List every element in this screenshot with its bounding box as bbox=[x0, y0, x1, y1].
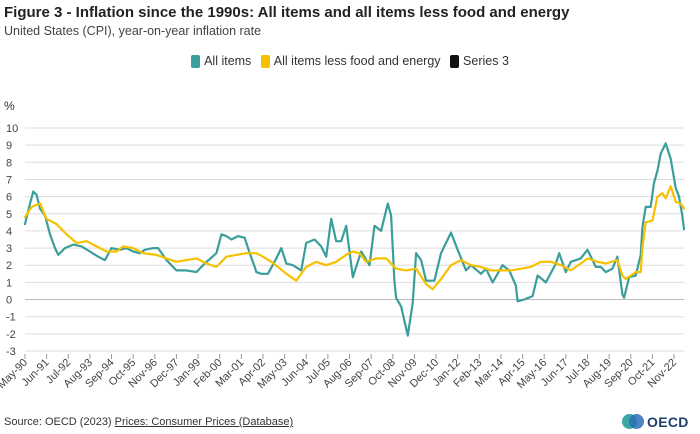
y-axis-unit-label: % bbox=[4, 99, 15, 113]
y-tick-label: 9 bbox=[6, 140, 12, 152]
y-tick-label: 2 bbox=[6, 260, 12, 272]
chart-legend: All items All items less food and energy… bbox=[0, 54, 700, 71]
legend-item-all-items[interactable]: All items bbox=[191, 54, 251, 68]
y-tick-label: 10 bbox=[6, 123, 18, 135]
legend-swatch-series-3 bbox=[450, 54, 460, 68]
series-line-all-items-less-food-and-energy[interactable] bbox=[23, 185, 686, 291]
y-tick-label: 5 bbox=[6, 209, 12, 221]
legend-item-series-3[interactable]: Series 3 bbox=[450, 54, 509, 68]
legend-item-core[interactable]: All items less food and energy bbox=[260, 54, 441, 68]
legend-label-all-items: All items bbox=[204, 54, 252, 68]
y-axis: -3 -2 -1 0 1 2 3 4 5 6 7 8 9 10 bbox=[6, 123, 18, 358]
y-tick-label: 3 bbox=[6, 243, 12, 255]
series-lines bbox=[23, 142, 686, 337]
legend-label-core: All items less food and energy bbox=[273, 54, 441, 68]
y-tick-label: 0 bbox=[6, 295, 12, 307]
source-link[interactable]: Prices: Consumer Prices (Database) bbox=[114, 416, 294, 428]
y-tick-label: -2 bbox=[6, 329, 16, 341]
y-tick-label: 4 bbox=[6, 226, 12, 238]
series-line-all-items[interactable] bbox=[23, 142, 686, 337]
x-axis: May-90Jun-91Jul-92Aug-93Sep-94Oct-95Nov-… bbox=[0, 354, 679, 391]
legend-label-series-3: Series 3 bbox=[463, 54, 509, 68]
y-tick-label: 6 bbox=[6, 192, 12, 204]
oecd-logo: OECD bbox=[622, 412, 689, 432]
legend-swatch-all-items bbox=[191, 54, 201, 68]
logo-text: OECD bbox=[647, 414, 689, 430]
source-prefix: Source: OECD (2023) bbox=[4, 416, 115, 428]
y-tick-label: 8 bbox=[6, 157, 12, 169]
source-note: Source: OECD (2023) Prices: Consumer Pri… bbox=[4, 416, 293, 428]
legend-swatch-core bbox=[260, 54, 270, 68]
chart-subtitle: United States (CPI), year-on-year inflat… bbox=[4, 24, 262, 38]
y-tick-label: -1 bbox=[6, 312, 16, 324]
y-tick-label: -3 bbox=[6, 346, 16, 358]
chart-title: Figure 3 - Inflation since the 1990s: Al… bbox=[4, 4, 570, 21]
logo-icon bbox=[622, 414, 644, 430]
y-tick-label: 7 bbox=[6, 174, 12, 186]
y-tick-label: 1 bbox=[6, 277, 12, 289]
grid-lines bbox=[25, 127, 684, 352]
